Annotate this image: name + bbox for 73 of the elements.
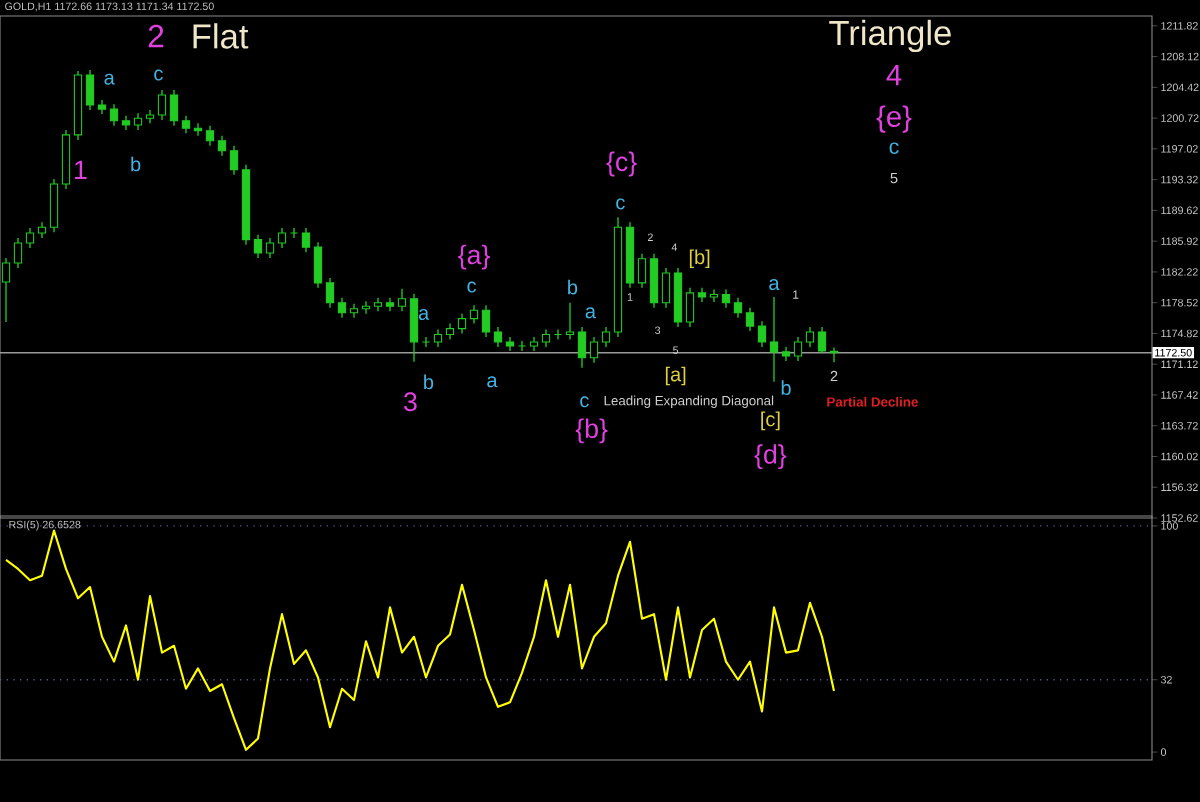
candlestick <box>517 340 527 352</box>
candlestick <box>253 234 263 259</box>
annotation: b <box>568 279 578 295</box>
annotation: b <box>781 380 791 395</box>
annotation: b <box>424 374 434 390</box>
candlestick <box>421 336 431 348</box>
annotation: {b} <box>575 418 608 444</box>
annotation: c <box>467 281 477 293</box>
annotation: 1 <box>75 160 87 179</box>
candlestick <box>217 135 227 157</box>
candlestick <box>757 320 767 348</box>
candlestick <box>481 304 491 338</box>
annotation: a <box>487 376 498 388</box>
candlestick <box>169 89 179 127</box>
annotation: c <box>889 142 899 155</box>
annotation: c <box>154 69 163 81</box>
candlestick <box>469 304 479 325</box>
annotation: {e} <box>876 105 912 133</box>
candlestick <box>601 326 611 348</box>
candlestick <box>685 287 695 328</box>
candlestick <box>265 237 275 259</box>
annotation: 3 <box>403 392 417 412</box>
annotation: a <box>418 309 430 320</box>
candlestick <box>337 297 347 319</box>
candlestick <box>313 241 323 289</box>
candlestick <box>205 125 215 147</box>
annotation: c <box>580 396 589 408</box>
annotation: 4 <box>886 64 902 86</box>
candlestick <box>409 293 419 363</box>
candlestick <box>325 277 335 309</box>
candlestick <box>769 296 779 383</box>
candlestick <box>565 302 575 341</box>
annotation: a <box>585 307 596 319</box>
annotation: Flat <box>193 23 249 49</box>
annotation: [c] <box>761 411 780 431</box>
annotation: a <box>769 279 780 291</box>
candlestick <box>721 288 731 309</box>
line-series <box>4 529 836 751</box>
candlestick <box>109 103 119 127</box>
candlestick <box>589 336 599 364</box>
candlestick <box>577 326 587 369</box>
candlestick <box>25 227 35 249</box>
annotation: 2 <box>148 24 164 48</box>
candlestick <box>301 227 311 253</box>
annotation: [b] <box>689 249 710 269</box>
candlestick <box>733 297 743 319</box>
candlestick <box>49 178 59 233</box>
candlestick <box>13 237 23 269</box>
candlestick <box>745 307 755 332</box>
candlestick <box>157 89 167 121</box>
candlestick <box>709 288 719 303</box>
annotation: [a] <box>665 366 686 386</box>
candlestick <box>397 288 407 312</box>
candlestick <box>85 69 95 111</box>
annotation: {a} <box>458 244 490 270</box>
candlestick <box>493 326 503 348</box>
candlestick <box>661 267 671 309</box>
candlestick <box>229 145 239 176</box>
candlestick <box>637 253 647 289</box>
candlestick <box>289 227 299 239</box>
annotation: Triangle <box>829 19 951 53</box>
candlestick <box>793 336 803 362</box>
candlestick <box>817 326 827 355</box>
candlestick <box>277 227 287 249</box>
candlestick <box>349 303 359 319</box>
candlestick <box>649 253 659 309</box>
annotation: {c} <box>606 151 637 177</box>
candlestick <box>805 326 815 348</box>
candlestick <box>457 312 467 335</box>
annotation: a <box>104 73 115 85</box>
annotation: {d} <box>754 444 787 470</box>
annotation: b <box>131 156 141 172</box>
annotation: c <box>616 198 625 210</box>
